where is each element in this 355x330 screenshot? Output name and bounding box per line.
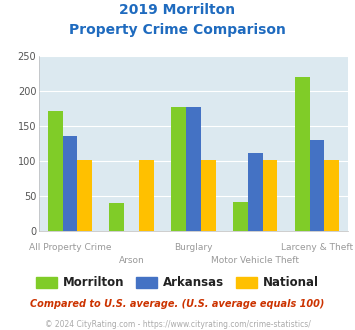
Bar (295, 77, 310, 231)
Text: Compared to U.S. average. (U.S. average equals 100): Compared to U.S. average. (U.S. average … (30, 299, 325, 309)
Bar (186, 107, 201, 231)
Legend: Morrilton, Arkansas, National: Morrilton, Arkansas, National (31, 272, 324, 294)
Text: Property Crime Comparison: Property Crime Comparison (69, 23, 286, 37)
Text: All Property Crime: All Property Crime (29, 243, 111, 251)
Bar (109, 203, 124, 231)
Bar (248, 153, 263, 231)
Bar (201, 160, 216, 231)
Bar (324, 160, 339, 231)
Bar (77, 160, 92, 231)
Text: 2019 Morrilton: 2019 Morrilton (119, 3, 236, 17)
Bar (263, 160, 278, 231)
Text: Burglary: Burglary (174, 243, 213, 251)
Text: Larceny & Theft: Larceny & Theft (281, 243, 353, 251)
Bar (310, 140, 324, 231)
Bar (139, 160, 154, 231)
Text: Motor Vehicle Theft: Motor Vehicle Theft (211, 256, 299, 265)
Bar (171, 107, 186, 231)
Text: Arson: Arson (119, 256, 144, 265)
Text: © 2024 CityRating.com - https://www.cityrating.com/crime-statistics/: © 2024 CityRating.com - https://www.city… (45, 320, 310, 329)
Bar (233, 202, 248, 231)
Bar (62, 136, 77, 231)
Bar (48, 111, 62, 231)
